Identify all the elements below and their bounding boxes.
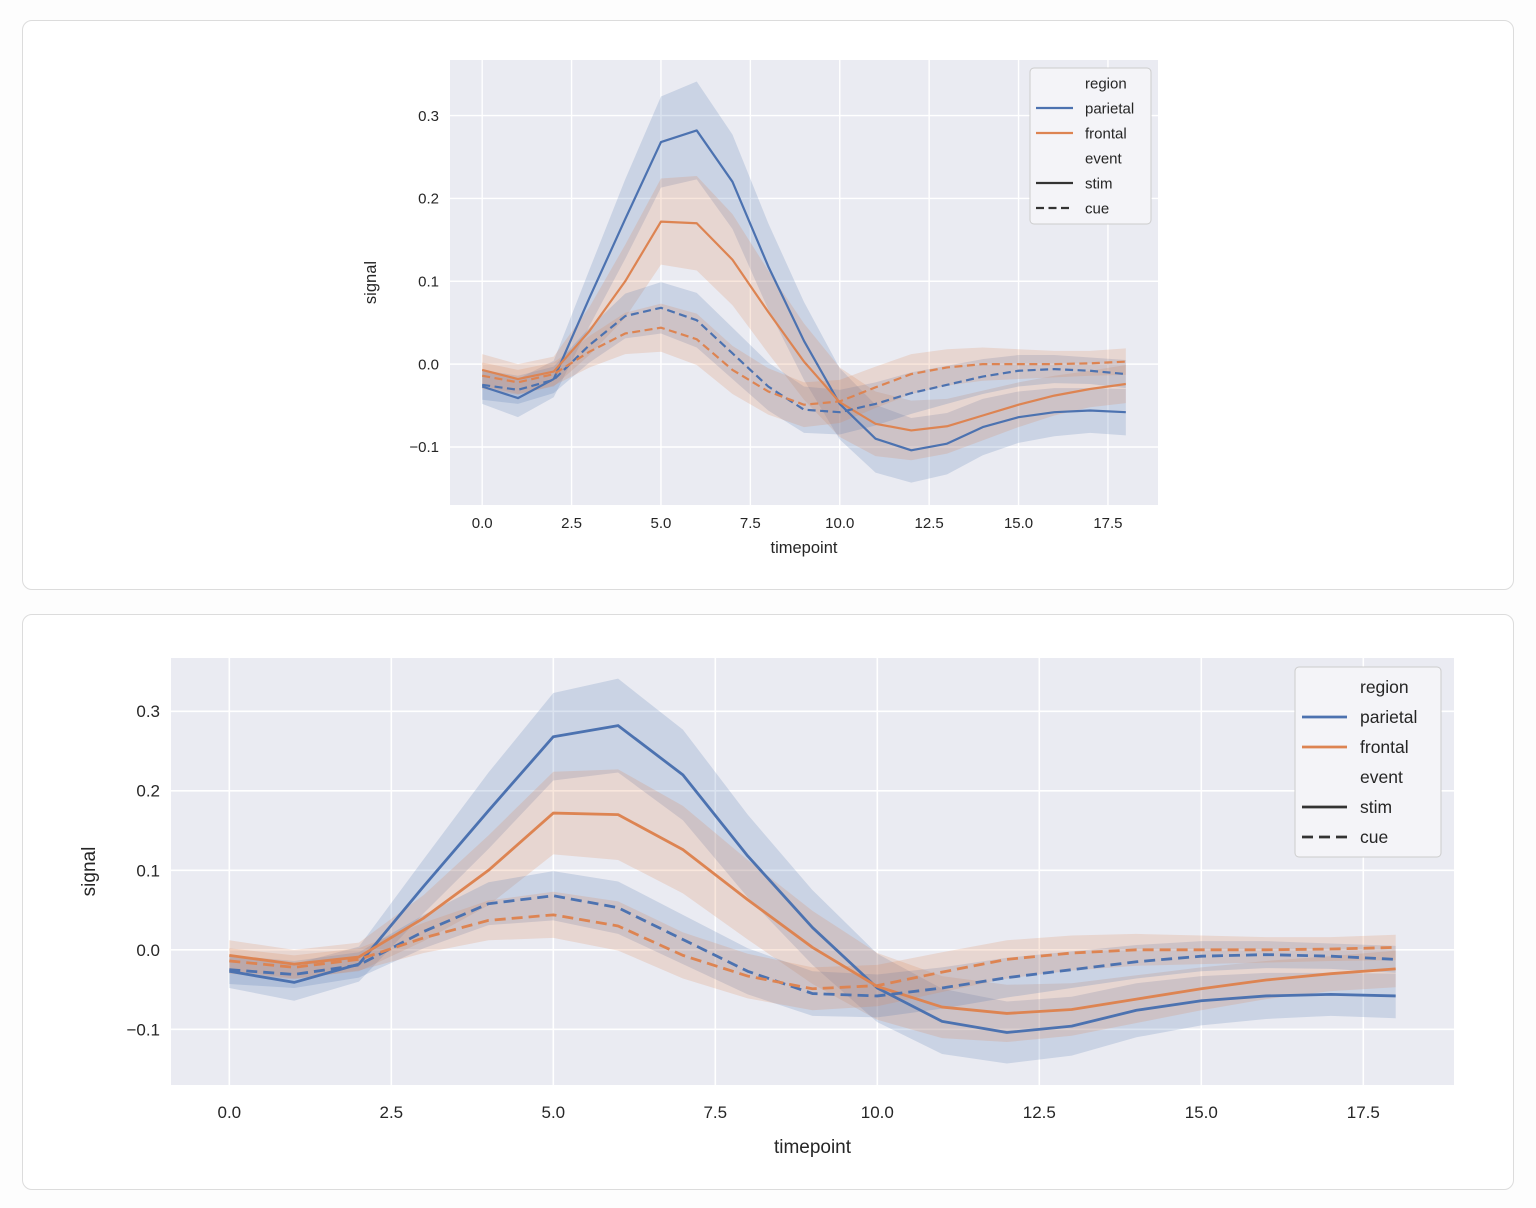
bottom-chart: 0.0 2.5 5.0 7.5 10.0 12.5 15.0 17.5 0.3 0.2 0.1 0.0… xyxy=(79,658,1454,1158)
legend-title-event: event xyxy=(1085,150,1123,167)
bottom-chart-card: 0.0 2.5 5.0 7.5 10.0 12.5 15.0 17.5 0.3 0.2 0.1 0.0… xyxy=(22,614,1514,1190)
band-frontal-cue xyxy=(482,303,1126,428)
y-tick-label: −0.1 xyxy=(409,439,439,456)
y-tick-label: 0.3 xyxy=(136,702,160,721)
line-parietal-cue xyxy=(229,894,1396,998)
legend-label-frontal: frontal xyxy=(1085,125,1127,142)
y-tick-label: 0.0 xyxy=(136,941,160,960)
x-tick-label: 15.0 xyxy=(1004,515,1033,532)
x-tick-label: 12.5 xyxy=(915,515,944,532)
top-chart: 0.0 2.5 5.0 7.5 10.0 12.5 15.0 17.5 0.3 0.2 0.1 0.0… xyxy=(362,60,1158,557)
legend-label-cue: cue xyxy=(1085,200,1109,217)
y-axis-label: signal xyxy=(362,261,380,304)
x-tick-label: 17.5 xyxy=(1093,515,1122,532)
x-tick-label: 2.5 xyxy=(561,515,582,532)
legend-label-stim: stim xyxy=(1360,797,1392,817)
legend: region parietal frontal event stim cue xyxy=(1029,67,1152,225)
legend-label-parietal: parietal xyxy=(1360,707,1417,727)
x-tick-label: 15.0 xyxy=(1185,1103,1218,1122)
legend-title-event: event xyxy=(1360,767,1403,787)
x-tick-label: 2.5 xyxy=(379,1103,403,1122)
x-tick-label: 10.0 xyxy=(825,515,854,532)
band-parietal-cue xyxy=(482,282,1126,435)
line-frontal-stim xyxy=(481,220,1126,432)
legend-label-cue: cue xyxy=(1360,827,1388,847)
x-axis-label: timepoint xyxy=(774,1137,852,1158)
y-tick-label: 0.3 xyxy=(418,108,439,125)
legend-title-region: region xyxy=(1085,75,1127,92)
legend-title-region: region xyxy=(1360,677,1409,697)
plot-area xyxy=(171,658,1454,1085)
y-tick-label: 0.2 xyxy=(136,782,160,801)
line-frontal-cue xyxy=(481,326,1126,406)
x-tick-label: 0.0 xyxy=(217,1103,241,1122)
x-tick-label: 17.5 xyxy=(1347,1103,1380,1122)
line-parietal-stim xyxy=(481,129,1126,452)
legend-label-stim: stim xyxy=(1085,175,1113,192)
line-frontal-cue xyxy=(229,913,1396,991)
line-parietal-stim xyxy=(229,724,1396,1034)
x-tick-label: 10.0 xyxy=(861,1103,894,1122)
y-tick-label: −0.1 xyxy=(126,1020,160,1039)
band-parietal-cue xyxy=(229,871,1396,1018)
x-tick-label: 5.0 xyxy=(651,515,672,532)
legend-label-frontal: frontal xyxy=(1360,737,1409,757)
series-layer xyxy=(229,678,1396,1064)
line-parietal-cue xyxy=(482,306,1126,414)
series-layer xyxy=(481,81,1126,483)
x-tick-label: 7.5 xyxy=(740,515,761,532)
legend: region parietal frontal event stim cue xyxy=(1294,666,1442,858)
y-tick-label: 0.1 xyxy=(136,861,160,880)
x-tick-label: 7.5 xyxy=(703,1103,727,1122)
tick-labels: 0.0 2.5 5.0 7.5 10.0 12.5 15.0 17.5 0.3 0.2 0.1 0.0… xyxy=(126,702,1379,1122)
band-frontal-stim xyxy=(229,769,1396,1043)
y-tick-label: 0.1 xyxy=(418,274,439,291)
top-chart-card: 0.0 2.5 5.0 7.5 10.0 12.5 15.0 17.5 0.3 0.2 0.1 0.0… xyxy=(22,20,1514,590)
y-tick-label: 0.0 xyxy=(418,356,439,373)
legend-label-parietal: parietal xyxy=(1085,100,1134,117)
band-frontal-cue xyxy=(229,891,1396,1011)
x-tick-label: 12.5 xyxy=(1023,1103,1056,1122)
line-frontal-stim xyxy=(229,811,1396,1015)
gridlines xyxy=(171,658,1454,1085)
legend-box xyxy=(1294,666,1442,858)
x-axis-label: timepoint xyxy=(771,539,838,557)
y-axis-label: signal xyxy=(79,847,100,897)
tick-labels: 0.0 2.5 5.0 7.5 10.0 12.5 15.0 17.5 0.3 0.2 0.1 0.0… xyxy=(409,108,1122,532)
band-frontal-stim xyxy=(482,176,1126,461)
x-tick-label: 0.0 xyxy=(472,515,493,532)
x-tick-label: 5.0 xyxy=(541,1103,565,1122)
y-tick-label: 0.2 xyxy=(418,191,439,208)
